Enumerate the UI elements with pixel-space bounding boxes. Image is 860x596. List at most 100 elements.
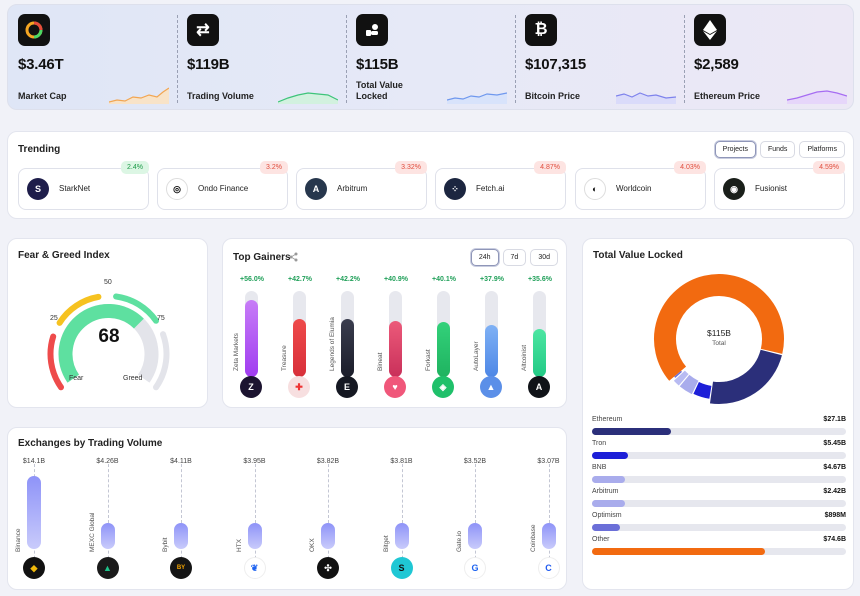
exchange-guide-line (328, 464, 329, 574)
trending-card[interactable]: A Arbitrum 3.32% (296, 161, 427, 210)
chain-bar-track (592, 524, 846, 531)
exchange-logo-icon[interactable]: ◆ (23, 557, 45, 579)
exchange-guide-line (107, 464, 109, 574)
chain-name: Tron (592, 440, 607, 447)
project-name: StarkNet (59, 184, 91, 193)
gainer-name: Legends of Elumia (329, 317, 336, 371)
fear-greed-value: 68 (98, 326, 120, 347)
gainer-percent: +35.6% (528, 276, 552, 283)
exchange-logo-icon[interactable]: C (537, 557, 560, 579)
trading-volume-label: Trading Volume (187, 91, 254, 101)
chain-bar (592, 524, 620, 531)
gainer-percent: +37.9% (480, 276, 504, 283)
project-logo-icon: A (305, 178, 327, 200)
donut-slice-ethereum[interactable] (709, 349, 782, 404)
exchange-logo-icon[interactable]: BY (170, 557, 192, 579)
gainer-bar (341, 319, 354, 377)
trending-card[interactable]: ◉ Fusionist 4.59% (714, 161, 845, 210)
chain-value: $27.1B (823, 416, 846, 423)
project-name: Fetch.ai (476, 184, 505, 193)
range-24h[interactable]: 24h (470, 249, 499, 266)
project-logo-icon: ◉ (723, 178, 745, 200)
exchange-bar (27, 476, 41, 549)
exchange-logo-icon[interactable]: ▲ (96, 557, 119, 579)
chain-bar (592, 500, 626, 507)
chain-name: BNB (592, 464, 607, 471)
tab-platforms[interactable]: Platforms (799, 141, 845, 158)
divider (346, 15, 347, 103)
trending-card[interactable]: ◐ Worldcoin 4.03% (575, 161, 706, 210)
ethereum-value: $2,589 (694, 56, 739, 73)
chain-bar-track (592, 428, 846, 435)
exchange-logo-icon[interactable]: G (464, 557, 486, 579)
exchange-name: HTX (235, 539, 243, 552)
stat-tvl[interactable]: $115B Total Value Locked (346, 5, 515, 111)
exchange-volume: $3.07B (537, 458, 560, 465)
exchange-bar (100, 523, 115, 549)
share-icon[interactable] (289, 252, 298, 262)
gainer-name: Zeta Markets (233, 333, 240, 371)
ethereum-label: Ethereum Price (694, 91, 761, 101)
market-cap-icon (18, 14, 50, 46)
exchange-guide-line (254, 464, 256, 574)
range-30d[interactable]: 30d (530, 249, 558, 266)
exchange-name: MEXC Global (88, 512, 96, 552)
bitcoin-value: $107,315 (525, 56, 586, 73)
donut-slice-arbitrum[interactable] (673, 370, 689, 386)
trending-card[interactable]: ◎ Ondo Finance 3.2% (157, 161, 288, 210)
tab-funds[interactable]: Funds (759, 141, 796, 158)
donut-slice-optimism[interactable] (674, 370, 682, 378)
chain-bar-track (592, 500, 846, 507)
gainer-bar (293, 318, 306, 377)
stat-trading-volume[interactable]: ⇄ $119B Trading Volume (177, 5, 346, 111)
lock-hand-icon (356, 14, 388, 46)
donut-slice-bnb[interactable] (679, 374, 699, 395)
exchange-logo-icon[interactable]: ❦ (243, 557, 266, 579)
exchange-name: Coinbase (529, 524, 537, 552)
market-cap-sparkline (109, 87, 169, 104)
donut-slice-other[interactable] (654, 274, 784, 381)
stat-market-cap[interactable]: $3.46T Market Cap (8, 5, 177, 111)
exchange-logo-icon[interactable]: S (390, 557, 413, 579)
trending-card[interactable]: S StarkNet 2.4% (18, 161, 149, 210)
exchange-volume: $3.81B (390, 458, 413, 465)
divider (515, 15, 516, 103)
change-badge: 3.2% (260, 161, 288, 174)
stat-bitcoin[interactable]: ₿ $107,315 Bitcoin Price (515, 5, 684, 111)
gainer-logo-icon[interactable]: E (336, 376, 358, 398)
stat-ethereum[interactable]: $2,589 Ethereum Price (684, 5, 855, 111)
trending-title: Trending (18, 144, 61, 155)
greed-label: Greed (123, 375, 143, 382)
gainer-percent: +42.7% (288, 276, 312, 283)
gainer-logo-icon[interactable]: ▲ (480, 376, 502, 398)
chain-value: $5.45B (823, 440, 846, 447)
chain-bar (592, 476, 626, 483)
gainer-logo-icon[interactable]: ✚ (288, 376, 310, 398)
project-name: Ondo Finance (198, 184, 249, 193)
gainer-bar-track (389, 291, 402, 377)
trending-card[interactable]: ⁘ Fetch.ai 4.87% (435, 161, 566, 210)
chain-value: $74.6B (823, 536, 846, 543)
project-logo-icon: ◐ (584, 178, 606, 200)
project-logo-icon: ⁘ (444, 178, 466, 200)
exchange-name: OKX (309, 538, 316, 552)
gainer-logo-icon[interactable]: ♥ (384, 376, 406, 398)
gainer-logo-icon[interactable]: Z (240, 376, 262, 398)
gainer-percent: +42.2% (336, 276, 360, 283)
change-badge: 3.32% (395, 161, 427, 174)
change-badge: 2.4% (121, 161, 149, 174)
bitcoin-icon: ₿ (525, 14, 557, 46)
range-7d[interactable]: 7d (502, 249, 527, 266)
donut-slice-tron[interactable] (693, 381, 712, 399)
gainer-logo-icon[interactable]: A (528, 376, 550, 398)
tvl-donut (654, 274, 784, 404)
fear-greed-title: Fear & Greed Index (18, 250, 110, 261)
trading-volume-value: $119B (187, 56, 230, 73)
gainer-logo-icon[interactable]: ◈ (432, 376, 454, 398)
tvl-panel: Total Value Locked $115B Total Ethereum $… (582, 238, 854, 590)
exchange-logo-icon[interactable]: ✣ (317, 557, 339, 579)
tab-projects[interactable]: Projects (714, 141, 756, 158)
divider (177, 15, 178, 103)
exchanges-panel: Exchanges by Trading Volume $14.1B Binanc… (7, 427, 567, 590)
exchange-bar (247, 523, 262, 549)
